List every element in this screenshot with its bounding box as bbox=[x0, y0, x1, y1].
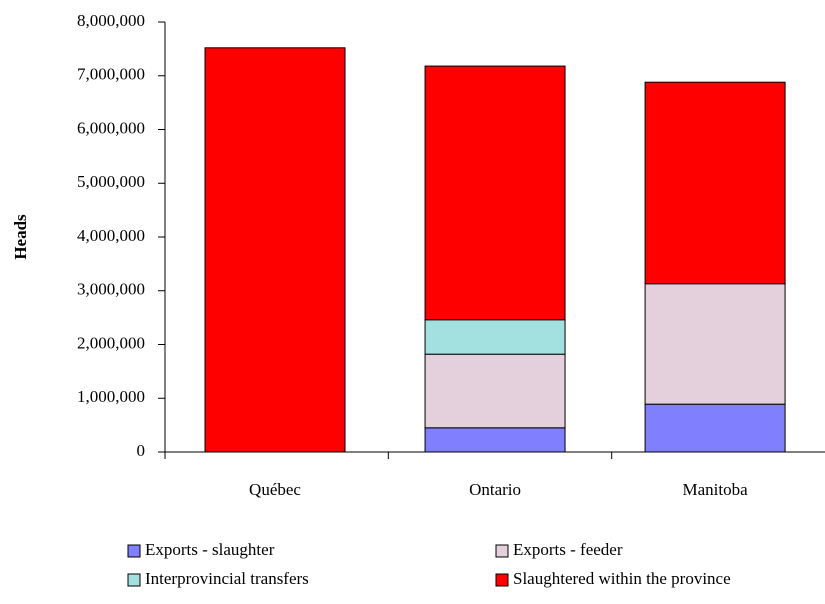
bar-segment bbox=[424, 319, 566, 355]
legend-label: Interprovincial transfers bbox=[145, 569, 309, 588]
y-axis-label: Heads bbox=[11, 214, 30, 260]
legend-swatch bbox=[127, 544, 141, 558]
y-tick-label: 5,000,000 bbox=[77, 172, 145, 191]
y-tick-label: 1,000,000 bbox=[77, 387, 145, 406]
legend-swatch bbox=[127, 573, 141, 587]
bar-segment bbox=[424, 427, 566, 453]
y-tick-label: 3,000,000 bbox=[77, 280, 145, 299]
y-tick-label: 7,000,000 bbox=[77, 65, 145, 84]
y-tick-label: 4,000,000 bbox=[77, 226, 145, 245]
y-tick-label: 2,000,000 bbox=[77, 333, 145, 352]
y-tick-label: 0 bbox=[137, 441, 146, 460]
y-tick-label: 8,000,000 bbox=[77, 11, 145, 30]
bar-segment bbox=[644, 81, 786, 285]
x-tick-label: Ontario bbox=[469, 480, 521, 499]
bar-segment bbox=[424, 353, 566, 429]
bar-segment bbox=[204, 47, 346, 453]
y-tick-label: 6,000,000 bbox=[77, 118, 145, 137]
legend-swatch bbox=[495, 544, 509, 558]
bar-segment bbox=[644, 403, 786, 453]
bar-segment bbox=[424, 65, 566, 321]
x-tick-label: Manitoba bbox=[683, 480, 749, 499]
legend-label: Slaughtered within the province bbox=[513, 569, 731, 588]
legend-swatch bbox=[495, 573, 509, 587]
legend-label: Exports - slaughter bbox=[145, 540, 275, 559]
legend-label: Exports - feeder bbox=[513, 540, 623, 559]
bar-segment bbox=[644, 283, 786, 405]
x-tick-label: Québec bbox=[249, 480, 301, 499]
